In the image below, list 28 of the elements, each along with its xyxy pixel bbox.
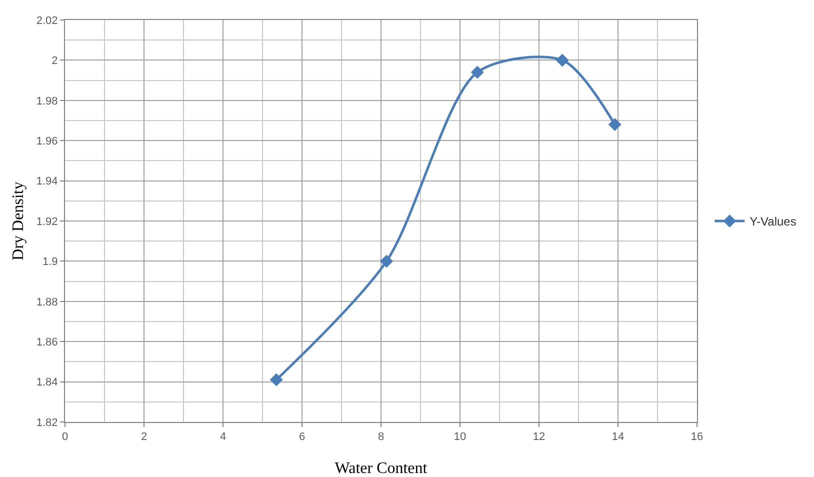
x-tick-label: 12 (532, 431, 546, 444)
y-tick-label: 1.88 (36, 296, 58, 308)
point (270, 373, 283, 386)
point (470, 66, 484, 79)
x-tick-label: 10 (454, 431, 466, 444)
y-tick-label: 1.82 (36, 416, 58, 429)
y-tick-label: 1.86 (36, 336, 58, 348)
point (608, 118, 622, 132)
point (380, 254, 394, 268)
x-tick-label: 16 (690, 431, 704, 444)
legend-label: Y-Values (750, 214, 796, 229)
y-tick-label: 1.92 (36, 216, 58, 228)
y-tick-label: 1.9 (42, 256, 58, 268)
y-tick-label: 2.02 (36, 14, 58, 27)
y-tick-label: 1.96 (36, 135, 58, 148)
x-tick-label: 14 (612, 431, 624, 444)
y-tick-label: 1.84 (36, 376, 58, 389)
x-axis-title: Water Content (334, 460, 428, 477)
x-tick-label: 6 (298, 431, 306, 444)
y-axis-title: Dry Density (10, 182, 27, 260)
x-tick-label: 4 (220, 431, 226, 444)
x-tick-label: 0 (62, 431, 68, 444)
x-tick-label: 2 (140, 431, 148, 444)
point (556, 54, 569, 67)
y-tick-label: 2 (52, 55, 58, 68)
x-tick-label: 8 (378, 431, 384, 444)
y-tick-label: 1.94 (36, 176, 58, 188)
y-tick-label: 1.98 (36, 95, 58, 108)
